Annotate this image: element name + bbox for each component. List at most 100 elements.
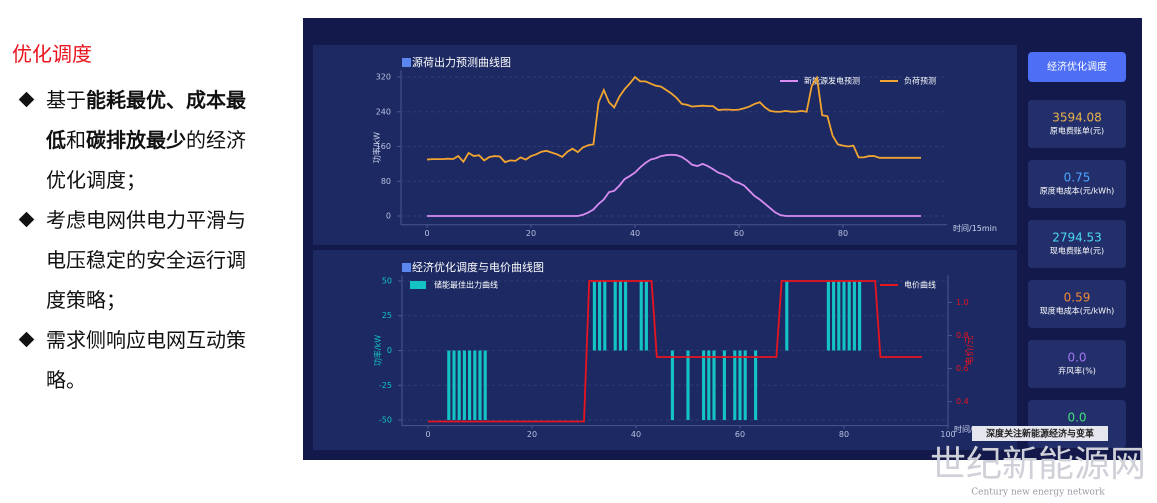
y-tick-label: 0 — [387, 346, 392, 355]
bar — [842, 280, 846, 351]
chart-title: 源荷出力预测曲线图 — [412, 55, 511, 69]
button-label[interactable]: 经济优化调度 — [1047, 60, 1107, 73]
bullet-marker — [18, 331, 35, 348]
bar — [722, 350, 726, 421]
title-icon — [402, 263, 411, 272]
bar — [686, 350, 690, 421]
stat-value: 3594.08 — [1052, 111, 1102, 125]
bar — [858, 280, 862, 351]
bullet: 考虑电网供电力平滑与电压稳定的安全运行调度策略； — [12, 200, 246, 320]
y-tick-label: 160 — [376, 142, 391, 151]
bar — [837, 280, 841, 351]
bar — [624, 280, 628, 351]
y-tick-label: -50 — [379, 416, 392, 425]
stat-card — [1028, 340, 1126, 388]
x-tick-label: 80 — [839, 430, 849, 439]
bar — [613, 280, 617, 351]
y-tick-label: 25 — [382, 311, 392, 320]
stat-label: 弃风率(%) — [1058, 366, 1096, 376]
x-tick-label: 100 — [940, 430, 955, 439]
bullet-text: 需求侧响应电网互动策略。 — [46, 328, 246, 392]
bar — [603, 280, 607, 351]
legend-label: 电价曲线 — [904, 280, 936, 290]
legend-label: 负荷预测 — [904, 76, 936, 86]
bar — [847, 280, 851, 351]
bar — [832, 280, 836, 351]
slide-title: 优化调度 — [12, 42, 92, 66]
x-tick-label: 20 — [527, 430, 537, 439]
y-tick-label: 320 — [376, 73, 391, 82]
stat-card — [1028, 100, 1126, 148]
bar — [457, 350, 461, 421]
bullet-list: 基于能耗最优、成本最低和碳排放最少的经济优化调度； 考虑电网供电力平滑与电压稳定的… — [12, 80, 282, 400]
bar — [754, 350, 758, 421]
stat-label: 原电费账单(元) — [1050, 126, 1104, 136]
y2-tick-label: 0.6 — [956, 364, 969, 373]
y2-tick-label: 0.4 — [956, 397, 969, 406]
x-tick-label: 0 — [425, 430, 430, 439]
x-tick-label: 20 — [526, 229, 536, 238]
title-icon — [402, 58, 411, 67]
stat-card — [1028, 280, 1126, 328]
line — [426, 75, 921, 164]
stat-label: 原度电成本(元/kWh) — [1040, 186, 1115, 196]
stat-value: 0.75 — [1064, 171, 1091, 185]
bar — [483, 350, 487, 421]
bar — [592, 280, 596, 351]
chart-panel — [313, 250, 1017, 450]
stat-value: 0.0 — [1067, 351, 1086, 365]
bar — [738, 350, 742, 421]
watermark-site: 世纪新能源网 — [930, 444, 1146, 485]
y2-tick-label: 0.8 — [956, 331, 969, 340]
y-tick-label: 240 — [376, 107, 391, 116]
bar — [702, 350, 706, 421]
bar — [478, 350, 482, 421]
bar — [670, 350, 674, 421]
y2-axis-label: 电价/元 — [964, 335, 976, 365]
bar — [852, 280, 856, 351]
bar — [785, 280, 789, 351]
bar — [707, 350, 711, 421]
bar — [447, 350, 451, 421]
bar — [618, 280, 622, 351]
bar — [468, 350, 472, 421]
slide-text: 优化调度 基于能耗最优、成本最低和碳排放最少的经济优化调度； 考虑电网供电力平滑与… — [12, 38, 282, 400]
bar — [639, 280, 643, 351]
line — [427, 153, 921, 217]
x-tick-label: 0 — [424, 229, 429, 238]
bullet-text: 的经济优化调度； — [46, 128, 246, 192]
x-tick-label: 40 — [631, 430, 641, 439]
chart-panel — [313, 45, 1017, 245]
bullet: 需求侧响应电网互动策略。 — [12, 320, 246, 400]
y-tick-label: -25 — [379, 381, 392, 390]
x-tick-label: 80 — [838, 229, 848, 238]
bullet-text: 考虑电网供电力平滑与电压稳定的安全运行调度策略； — [46, 208, 246, 312]
bar — [473, 350, 477, 421]
watermark-tag-bg — [972, 426, 1108, 441]
x-tick-label: 60 — [734, 229, 744, 238]
watermark-tag: 深度关注新能源经济与变革 — [986, 428, 1094, 440]
button[interactable] — [1028, 52, 1126, 82]
stat-card — [1028, 160, 1126, 208]
bar — [826, 280, 830, 351]
stat-card — [1028, 220, 1126, 268]
x-axis-label: 时间/15min — [953, 223, 997, 233]
bar — [743, 350, 747, 421]
bar — [598, 280, 602, 351]
x-tick-label: 40 — [630, 229, 640, 238]
legend-swatch — [410, 281, 426, 289]
bullet-text: 能耗最优、成本最低 — [46, 88, 246, 152]
bullet: 基于能耗最优、成本最低和碳排放最少的经济优化调度； — [12, 80, 246, 200]
y-tick-label: 50 — [382, 276, 392, 285]
y2-tick-label: 1.0 — [956, 298, 969, 307]
bar — [712, 350, 716, 421]
bar — [462, 350, 466, 421]
bar — [644, 280, 648, 351]
chart-title: 经济优化调度与电价曲线图 — [412, 260, 544, 274]
stat-value: 0.59 — [1064, 291, 1091, 305]
stat-value: 0.0 — [1067, 411, 1086, 425]
bullet-marker — [18, 211, 35, 228]
y-axis-label: 功率/kW — [373, 335, 383, 366]
bullet-text: 碳排放最少 — [86, 128, 186, 152]
